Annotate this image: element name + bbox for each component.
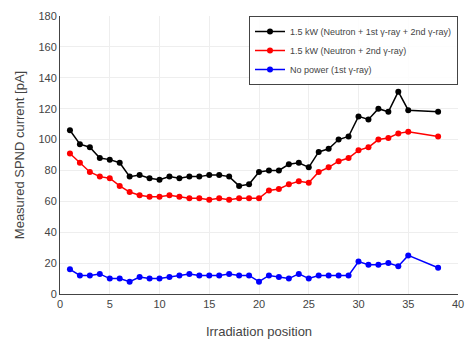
svg-text:1.5 kW (Neutron + 2nd γ-ray): 1.5 kW (Neutron + 2nd γ-ray) (290, 46, 406, 56)
svg-text:140: 140 (38, 72, 56, 84)
svg-text:10: 10 (153, 298, 165, 310)
svg-text:120: 120 (38, 103, 56, 115)
svg-text:20: 20 (253, 298, 265, 310)
svg-text:40: 40 (452, 298, 464, 310)
svg-text:80: 80 (45, 164, 57, 176)
svg-text:15: 15 (203, 298, 215, 310)
svg-text:No power (1st γ-ray): No power (1st γ-ray) (290, 65, 372, 75)
svg-text:Measured SPND current [pA]: Measured SPND current [pA] (12, 71, 27, 239)
svg-text:35: 35 (402, 298, 414, 310)
svg-text:160: 160 (38, 41, 56, 53)
svg-text:Irradiation position: Irradiation position (206, 324, 312, 339)
svg-text:30: 30 (352, 298, 364, 310)
svg-text:0: 0 (57, 298, 63, 310)
svg-text:5: 5 (107, 298, 113, 310)
svg-text:40: 40 (45, 226, 57, 238)
svg-text:100: 100 (38, 133, 56, 145)
svg-text:20: 20 (45, 257, 57, 269)
svg-text:60: 60 (45, 195, 57, 207)
svg-text:0: 0 (51, 288, 57, 300)
svg-text:25: 25 (303, 298, 315, 310)
svg-text:1.5 kW (Neutron + 1st γ-ray +: 1.5 kW (Neutron + 1st γ-ray + 2nd γ-ray) (290, 27, 451, 37)
svg-text:180: 180 (38, 10, 56, 22)
